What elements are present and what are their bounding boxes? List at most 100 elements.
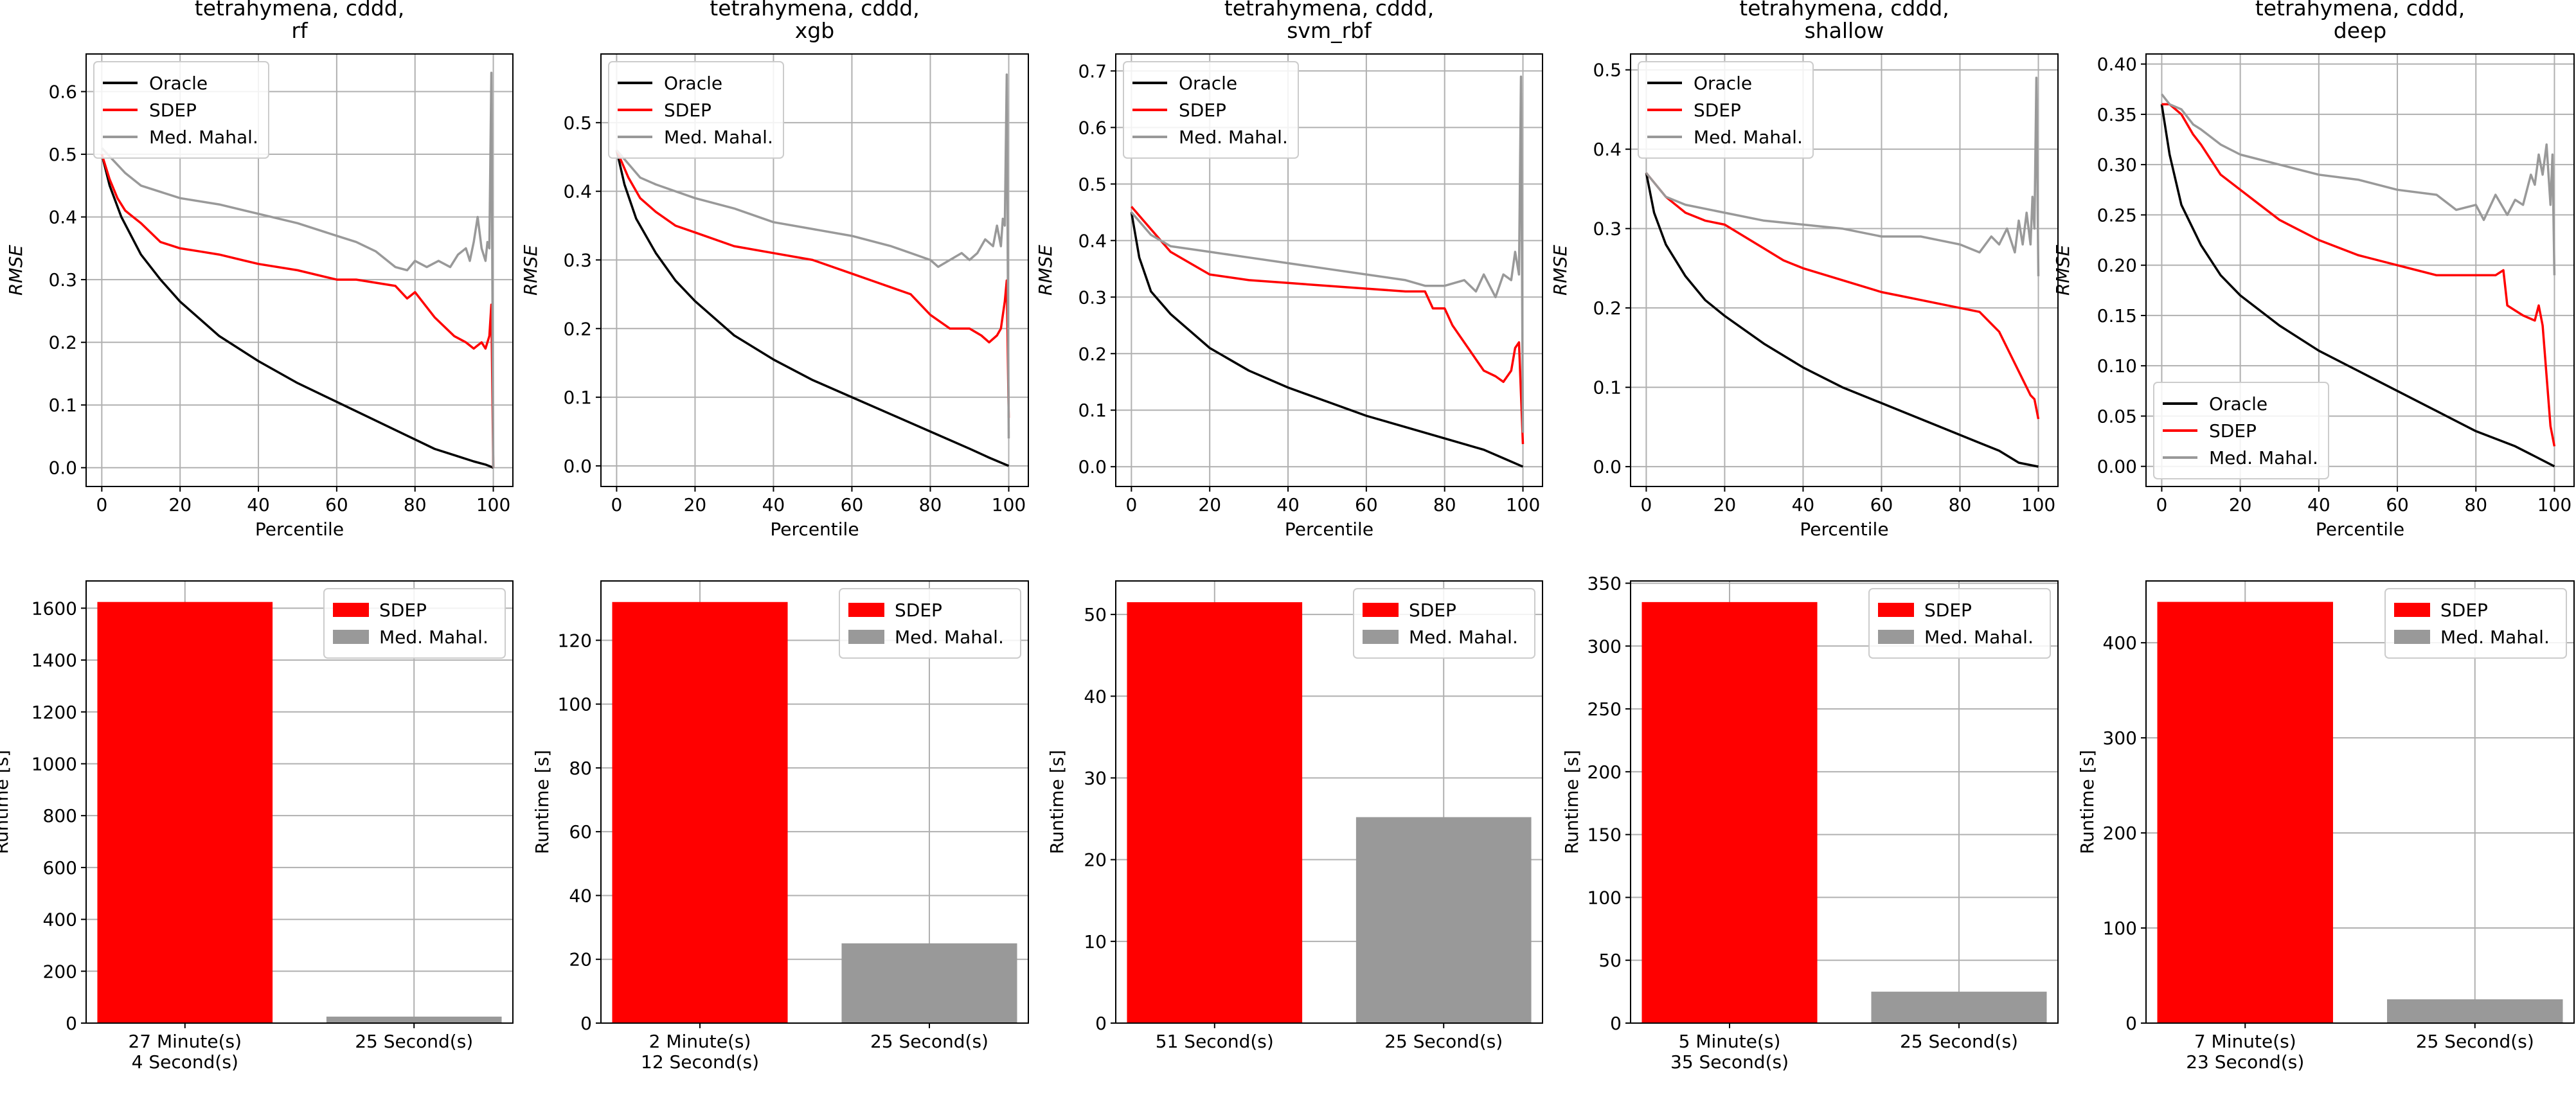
series-line-sdep (100, 154, 495, 468)
x-tick-label: 7 Minute(s) 23 Second(s) (2186, 1031, 2304, 1073)
runtime-chart-1: 0 200 400 600 800 1000 1200 1400 1600 27 Minute(s… (0, 580, 514, 1073)
chart-title-line: tetrahymena, cddd, (195, 0, 404, 21)
x-tick-label: 0 (96, 494, 107, 515)
x-tick-label: 80 (2464, 494, 2487, 515)
y-tick-label: 1200 (31, 702, 77, 723)
chart-title-line: xgb (795, 18, 834, 43)
legend (2384, 588, 2567, 659)
legend-label-oracle: Oracle (1179, 73, 1237, 94)
x-tick-label: 60 (325, 494, 348, 515)
x-tick-label: 80 (1433, 494, 1456, 515)
legend (1123, 61, 1299, 159)
bar-sdep (2157, 602, 2333, 1023)
y-tick-label: 0.6 (1078, 117, 1107, 138)
series-line-sdep (2161, 103, 2556, 447)
legend-label-oracle: Oracle (2209, 393, 2267, 415)
x-tick-label: 25 Second(s) (1900, 1031, 2018, 1052)
x-tick-label: 0 (1640, 494, 1652, 515)
x-tick-label-line: 25 Second(s) (1384, 1031, 1503, 1052)
x-tick-label: 5 Minute(s) 35 Second(s) (1670, 1031, 1789, 1073)
series-line-med-mahal (616, 73, 1010, 439)
y-tick-label: 1000 (31, 753, 77, 774)
y-tick-label: 0.10 (2097, 355, 2137, 377)
series-line-oracle (1645, 172, 2039, 468)
x-tick-label-line: 25 Second(s) (355, 1031, 473, 1052)
y-tick-label: 20 (569, 949, 592, 970)
x-axis-label: Percentile (1285, 519, 1373, 540)
y-tick-label: 100 (2103, 918, 2137, 939)
legend-swatch-sdep (2394, 603, 2430, 617)
bar-sdep (1127, 602, 1303, 1023)
axes-frame (1630, 580, 2059, 1024)
legend-label-sdep: SDEP (2440, 600, 2488, 621)
runtime-chart-3: 0 10 20 30 40 50 51 Second(s) 25 Second(s) Runti… (1046, 580, 1543, 1052)
rmse-chart-2: 0 20 40 60 80 100 0.0 0.1 0.2 0.3 0.4 0.5 Percentile… (520, 0, 1029, 540)
y-tick-label: 0.4 (1078, 230, 1107, 251)
y-tick-label: 50 (1598, 950, 1622, 971)
x-tick-label: 0 (2156, 494, 2168, 515)
legend-swatch-med-mahal (1363, 630, 1399, 644)
legend (608, 61, 784, 159)
legend-label-oracle: Oracle (664, 73, 722, 94)
x-tick-label: 51 Second(s) (1156, 1031, 1274, 1052)
x-tick-label: 60 (1355, 494, 1378, 515)
y-tick-label: 30 (1084, 767, 1107, 789)
y-tick-label: 0.4 (563, 181, 592, 202)
y-tick-label: 10 (1084, 931, 1107, 952)
legend-label-sdep: SDEP (664, 100, 711, 121)
x-tick-label: 20 (1198, 494, 1221, 515)
y-tick-label: 20 (1084, 850, 1107, 871)
y-tick-label: 0.3 (1078, 287, 1107, 308)
legend-label-oracle: Oracle (149, 73, 208, 94)
legend-swatch-med-mahal (2394, 630, 2430, 644)
y-tick-label: 50 (1084, 604, 1107, 625)
x-tick-label-line: 25 Second(s) (1900, 1031, 2018, 1052)
y-axis-label: Runtime [s] (1046, 750, 1068, 854)
y-tick-label: 0.2 (1593, 298, 1622, 319)
y-tick-label: 0.2 (563, 318, 592, 339)
x-tick-label: 60 (841, 494, 864, 515)
y-tick-label: 800 (43, 805, 77, 826)
series-line-sdep (1645, 172, 2040, 420)
legend-swatch-med-mahal (1878, 630, 1914, 644)
y-tick-label: 200 (43, 961, 77, 982)
chart-title-line: svm_rbf (1287, 18, 1372, 43)
x-tick-label: 25 Second(s) (355, 1031, 473, 1052)
y-axis-label: Runtime [s] (2077, 750, 2098, 854)
y-tick-label: 0.4 (48, 207, 77, 228)
x-tick-label: 100 (1506, 494, 1540, 515)
y-tick-label: 0.35 (2097, 104, 2137, 125)
legend (2153, 382, 2329, 479)
x-tick-label: 100 (476, 494, 510, 515)
axes-frame (2145, 53, 2575, 487)
y-axis-label: RMSE (1550, 245, 1571, 296)
y-tick-label: 0.40 (2097, 54, 2137, 75)
legend (93, 61, 269, 159)
chart-title-line: tetrahymena, cddd, (1739, 0, 1949, 21)
series-line-oracle (1130, 212, 1524, 468)
legend-label-med-mahal: Med. Mahal. (895, 627, 1004, 648)
y-tick-label: 80 (569, 758, 592, 779)
y-tick-label: 0.5 (1078, 174, 1107, 195)
x-tick-label: 60 (2386, 494, 2409, 515)
x-tick-label: 100 (2537, 494, 2572, 515)
y-tick-label: 150 (1588, 825, 1622, 846)
chart-title-line: tetrahymena, cddd, (2255, 0, 2465, 21)
y-tick-label: 0.6 (48, 82, 77, 103)
bar-sdep (97, 602, 273, 1023)
series-line-sdep (1131, 206, 1525, 445)
y-tick-label: 0.3 (48, 269, 77, 290)
x-tick-label: 20 (684, 494, 707, 515)
y-tick-label: 0 (2125, 1013, 2137, 1034)
legend-label-sdep: SDEP (379, 600, 427, 621)
y-tick-label: 100 (1588, 887, 1622, 908)
y-axis-label: RMSE (2052, 245, 2073, 296)
axes-frame (85, 53, 514, 487)
x-tick-label: 40 (1792, 494, 1815, 515)
legend (323, 588, 506, 659)
x-tick-label: 80 (919, 494, 942, 515)
legend-label-med-mahal: Med. Mahal. (1179, 127, 1288, 148)
y-tick-label: 0.3 (1593, 219, 1622, 240)
series-line-med-mahal (1645, 76, 2040, 276)
x-tick-label: 25 Second(s) (2416, 1031, 2534, 1052)
